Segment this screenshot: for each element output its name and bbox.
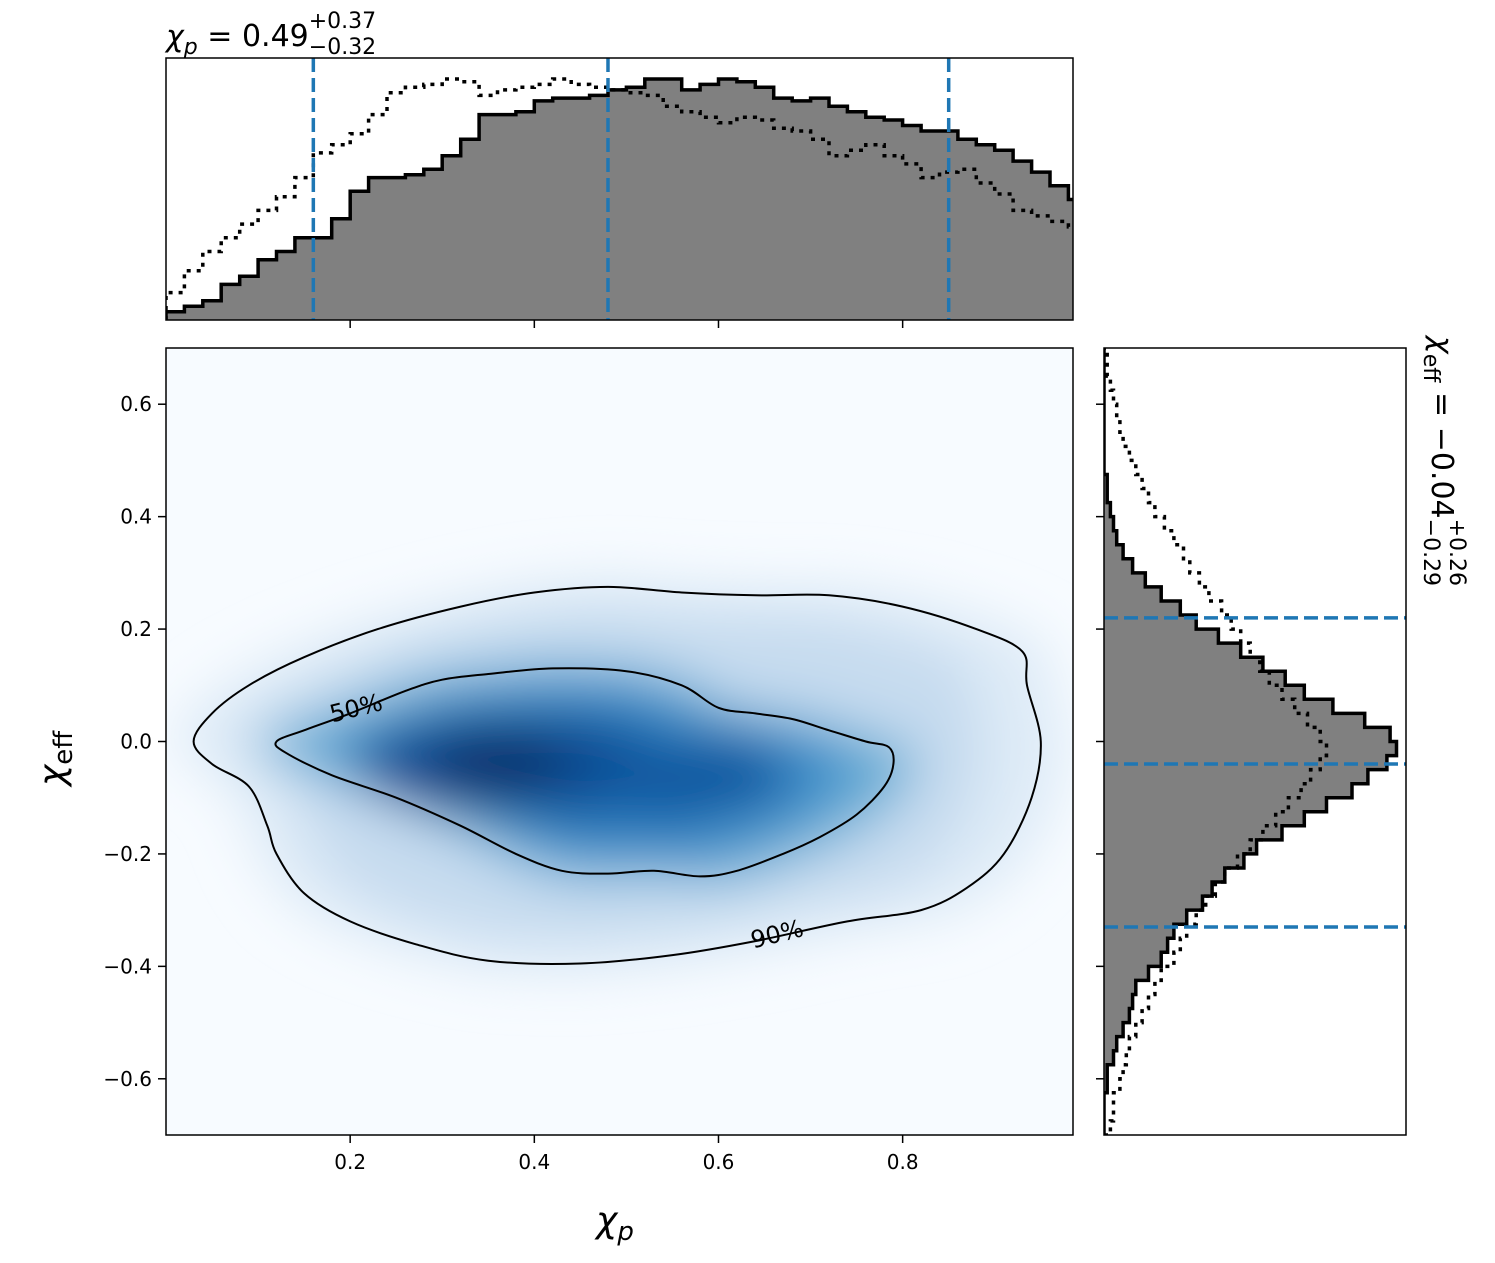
y-tick-label: −0.4: [103, 954, 152, 978]
prior-step: [1104, 348, 1329, 1135]
y-tick-label: 0.2: [120, 617, 152, 641]
chi-p-summary: χp = 0.49+0.37 −0.32: [164, 9, 376, 60]
joint-y-axis: −0.6 −0.4 −0.2 0.0 0.2 0.4 0.6: [103, 392, 166, 1091]
x-tick-label: 0.6: [703, 1150, 735, 1174]
contour-50: [274, 667, 895, 878]
density-heatmap: [169, 575, 1068, 976]
top-x-ticks: [349, 320, 904, 328]
right-y-ticks: [1096, 403, 1104, 1080]
x-tick-label: 0.8: [887, 1150, 919, 1174]
contour-90: [192, 585, 1042, 965]
joint-x-axis: 0.2 0.4 0.6 0.8: [334, 1135, 919, 1174]
density-secondary: [610, 735, 791, 816]
y-tick-label: −0.2: [103, 842, 152, 866]
posterior-fill: [1104, 348, 1397, 1135]
joint-density-panel: 50% 90% 0.2 0.4 0.6 0.8 −0.6−0.4−0.20.00.20…: [32, 347, 1074, 1247]
y-tick-label: 0.4: [120, 505, 152, 529]
y-tick-label: −0.6: [103, 1067, 152, 1091]
credible-contours: [192, 585, 1042, 965]
posterior-step: [166, 77, 1073, 320]
x-axis-label: χp: [594, 1200, 634, 1247]
right-marginal-panel: χeff = −0.04+0.26−0.29: [1096, 334, 1469, 1136]
chi-p-histogram: [166, 58, 1073, 320]
prior-step: [166, 77, 1073, 320]
x-tick-label: 0.4: [518, 1150, 550, 1174]
y-axis-label: χeff: [32, 730, 79, 788]
top-marginal-panel: χp = 0.49+0.37 −0.32: [164, 9, 1074, 328]
x-tick-label: 0.2: [334, 1150, 366, 1174]
chi-eff-histogram: [1104, 348, 1406, 1135]
density-peak: [426, 733, 567, 794]
y-tick-label: 0.6: [120, 392, 152, 416]
posterior-fill: [166, 79, 1073, 320]
top-panel-frame: [165, 57, 1074, 321]
chi-eff-summary: χeff = −0.04+0.26−0.29: [1418, 334, 1469, 586]
y-tick-label: 0.0: [120, 730, 152, 754]
